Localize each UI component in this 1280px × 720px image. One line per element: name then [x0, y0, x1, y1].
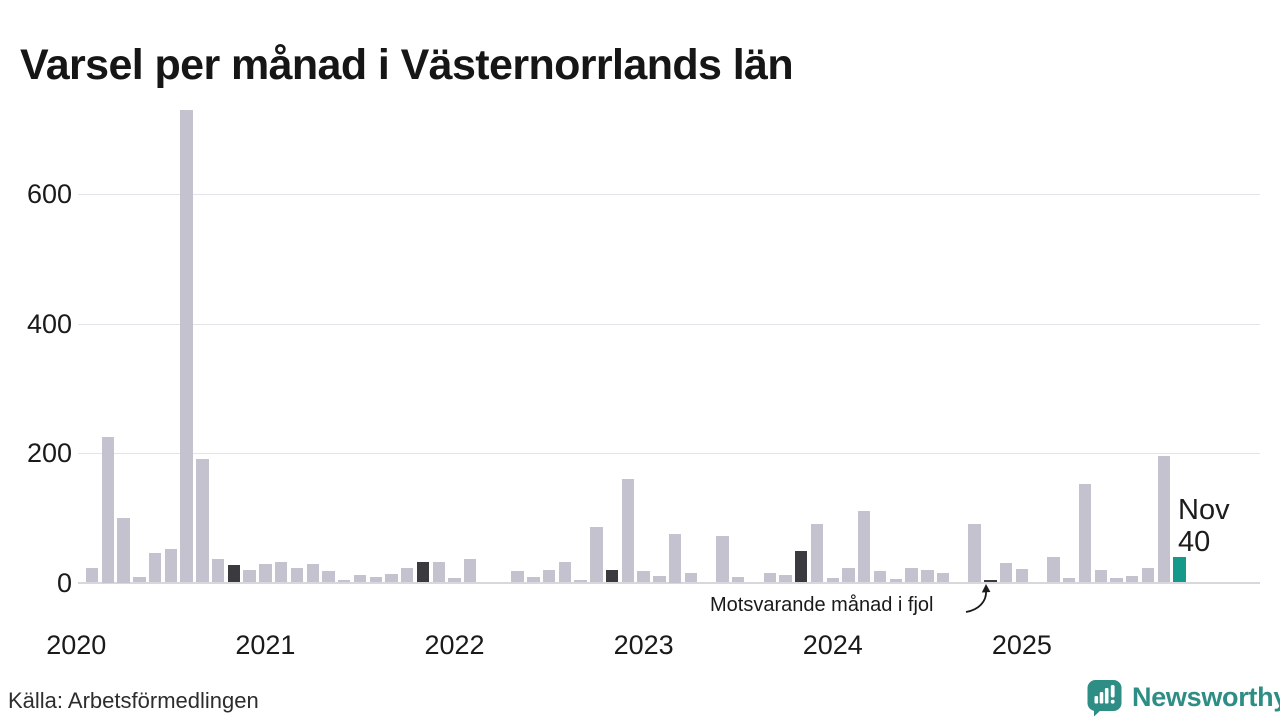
bar-2020-05: [133, 577, 146, 583]
gridline-400: [78, 323, 1260, 325]
bar-2023-07: [732, 577, 745, 583]
bar-2021-05: [322, 571, 335, 583]
bar-2020-10: [211, 559, 225, 583]
bar-2023-01: [637, 570, 650, 583]
bar-2024-07: [921, 570, 934, 583]
x-axis-line: [78, 582, 1260, 584]
bar-2021-06: [338, 579, 351, 583]
bar-2021-07: [353, 575, 367, 583]
bar-2021-12: [432, 561, 445, 583]
x-tick-2024: 2024: [802, 630, 863, 660]
bar-2021-03: [290, 567, 304, 583]
x-tick-2021: 2021: [235, 630, 296, 660]
bar-2025-07: [1110, 577, 1123, 583]
bar-2020-09: [196, 459, 209, 583]
bar-2022-02: [464, 558, 477, 583]
bar-2023-04: [684, 572, 698, 583]
bar-2025-03: [1047, 556, 1060, 583]
bar-2023-02: [653, 576, 666, 583]
bar-2020-04: [117, 517, 130, 583]
bar-2025-04: [1062, 577, 1076, 583]
bar-2022-01: [448, 577, 461, 583]
bar-2020-06: [148, 552, 162, 583]
gridline-600: [78, 194, 1260, 195]
bar-2022-11: [605, 570, 619, 583]
bar-2021-08: [369, 577, 382, 583]
bar-2020-11: [227, 565, 241, 583]
bar-2022-06: [527, 577, 540, 583]
bar-2024-05: [889, 579, 902, 583]
bar-2024-08: [936, 573, 950, 583]
bar-2022-08: [558, 561, 572, 583]
bar-2024-06: [905, 568, 918, 583]
bar-2021-02: [274, 562, 288, 583]
bar-2024-12: [999, 563, 1013, 583]
bar-2024-01: [826, 577, 839, 583]
annotation-label: Motsvarande månad i fjol: [710, 594, 934, 616]
bar-2020-08: [180, 109, 193, 583]
bar-2025-08: [1126, 576, 1139, 583]
bar-2022-05: [511, 571, 524, 583]
brand-logo: Newsworthy: [1086, 677, 1280, 717]
bar-2021-04: [306, 563, 319, 583]
bar-2025-09: [1141, 567, 1155, 583]
bar-2024-10: [968, 524, 981, 583]
bar-2021-09: [385, 574, 398, 583]
bar-2020-12: [243, 569, 256, 583]
bar-2024-03: [858, 511, 871, 583]
bar-2023-12: [810, 524, 824, 583]
brand-name: Newsworthy: [1132, 681, 1280, 712]
bar-2020-02: [85, 567, 99, 583]
bar-2020-07: [164, 548, 178, 583]
bar-2022-07: [542, 570, 556, 583]
bar-2023-03: [668, 533, 682, 583]
bar-2025-01: [1015, 568, 1029, 583]
y-tick-400: 400: [26, 308, 72, 339]
x-tick-2020: 2020: [46, 630, 107, 660]
latest-bar-month: Nov: [1178, 494, 1230, 526]
bar-2023-11: [795, 551, 808, 583]
y-tick-600: 600: [26, 179, 72, 209]
x-tick-2025: 2025: [991, 630, 1052, 660]
bar-2021-01: [259, 564, 272, 583]
chart-title: Varsel per månad i Västernorrlands län: [20, 40, 794, 89]
bar-2025-10: [1157, 456, 1170, 583]
latest-bar-label: Nov 40: [1178, 494, 1230, 558]
bar-2024-04: [873, 571, 887, 583]
source-credit: Källa: Arbetsförmedlingen: [8, 688, 259, 713]
y-tick-0: 0: [56, 567, 72, 598]
bar-2024-11: [984, 579, 997, 583]
bar-2025-05: [1078, 484, 1092, 583]
bar-2025-11: [1173, 556, 1186, 583]
bar-2023-09: [763, 572, 776, 583]
x-tick-2022: 2022: [424, 630, 485, 660]
bar-2021-10: [401, 568, 414, 583]
bar-2020-03: [101, 436, 114, 583]
bar-2022-10: [590, 527, 603, 583]
annotation-arrow-icon: [965, 584, 991, 613]
bar-2025-06: [1094, 569, 1107, 583]
x-tick-2023: 2023: [613, 630, 674, 660]
latest-bar-value: 40: [1178, 526, 1211, 558]
bar-2021-11: [416, 562, 430, 583]
bar-2022-12: [621, 478, 635, 583]
newsworthy-bubble-icon: [1087, 679, 1122, 716]
bar-2022-09: [574, 579, 587, 583]
bar-2024-02: [842, 567, 855, 583]
gridline-200: [78, 453, 1260, 454]
y-tick-200: 200: [26, 438, 72, 468]
bar-2023-06: [716, 535, 729, 583]
bar-2023-10: [779, 574, 792, 583]
